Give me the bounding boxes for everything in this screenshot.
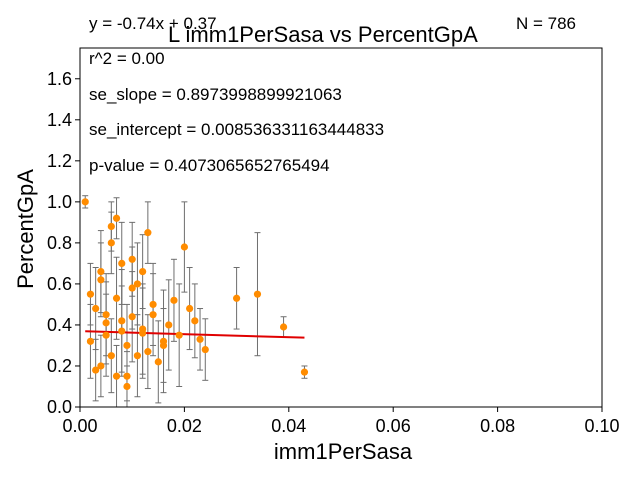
se-slope: se_slope = 0.8973998899921063 bbox=[89, 85, 342, 104]
data-point bbox=[102, 331, 110, 339]
data-point bbox=[159, 341, 168, 350]
data-point bbox=[253, 290, 262, 298]
fit-equation: y = -0.74x + 0.37 bbox=[89, 14, 217, 33]
data-point bbox=[201, 345, 209, 354]
x-tick-label: 0.04 bbox=[271, 416, 306, 436]
data-point bbox=[107, 352, 115, 360]
x-tick-label: 0.10 bbox=[584, 416, 619, 436]
data-point bbox=[86, 337, 95, 345]
x-tick-label: 0.00 bbox=[62, 416, 97, 436]
data-point bbox=[123, 341, 131, 350]
data-point bbox=[107, 239, 115, 247]
x-tick-label: 0.08 bbox=[480, 416, 515, 436]
data-point bbox=[133, 280, 142, 288]
data-point bbox=[123, 382, 131, 391]
data-point bbox=[118, 317, 126, 325]
data-point bbox=[170, 296, 178, 304]
data-point bbox=[233, 294, 241, 302]
data-point bbox=[279, 323, 288, 331]
data-point bbox=[102, 311, 110, 319]
chart-title: L imm1PerSasa vs PercentGpA bbox=[168, 22, 478, 47]
data-point bbox=[112, 294, 121, 302]
data-point bbox=[191, 317, 199, 325]
y-tick-label: 1.2 bbox=[47, 151, 72, 171]
data-point bbox=[139, 268, 147, 276]
data-point bbox=[144, 348, 152, 356]
data-point bbox=[128, 284, 136, 292]
n-count: N = 786 bbox=[516, 14, 577, 33]
y-tick-label: 1.6 bbox=[47, 69, 72, 89]
data-point bbox=[128, 255, 136, 263]
y-tick-label: 0.8 bbox=[47, 233, 72, 253]
data-point bbox=[180, 243, 188, 251]
data-point bbox=[139, 329, 147, 337]
axis-ticks: 0.00 0.02 0.04 0.06 0.08 0.10 0.0 0.2 0.4 0.6 0.8 1… bbox=[47, 69, 620, 436]
data-point bbox=[149, 300, 157, 309]
data-point bbox=[300, 368, 309, 376]
data-point bbox=[128, 313, 136, 321]
data-point bbox=[154, 358, 162, 366]
plot-frame bbox=[79, 47, 603, 408]
data-point bbox=[86, 290, 95, 298]
data-point bbox=[196, 335, 204, 343]
data-point bbox=[118, 327, 126, 335]
y-tick-label: 0.4 bbox=[47, 315, 72, 335]
chart-marks bbox=[81, 195, 309, 408]
p-value: p-value = 0.4073065652765494 bbox=[89, 156, 330, 175]
data-point bbox=[107, 222, 115, 231]
data-point bbox=[133, 352, 142, 360]
y-tick-label: 0.6 bbox=[47, 274, 72, 294]
data-point bbox=[97, 268, 105, 276]
y-tick-label: 0.0 bbox=[47, 397, 72, 417]
data-point bbox=[102, 319, 110, 327]
x-axis-label: imm1PerSasa bbox=[274, 439, 413, 464]
x-tick-label: 0.02 bbox=[167, 416, 202, 436]
data-point bbox=[165, 321, 173, 329]
data-point bbox=[144, 229, 152, 237]
y-tick-label: 0.2 bbox=[47, 356, 72, 376]
data-point bbox=[112, 372, 121, 380]
data-point bbox=[186, 304, 194, 313]
data-point bbox=[97, 362, 105, 370]
data-point bbox=[175, 331, 183, 339]
x-tick-label: 0.06 bbox=[376, 416, 411, 436]
y-tick-label: 1.4 bbox=[47, 110, 72, 130]
data-point bbox=[92, 366, 100, 374]
data-point bbox=[92, 304, 100, 313]
data-point bbox=[81, 198, 89, 206]
data-point bbox=[97, 276, 105, 284]
r-squared: r^2 = 0.00 bbox=[89, 49, 165, 68]
data-point bbox=[149, 311, 157, 319]
y-tick-label: 1.0 bbox=[47, 192, 72, 212]
data-point bbox=[112, 214, 121, 222]
se-intercept: se_intercept = 0.008536331163444833 bbox=[89, 120, 385, 139]
y-axis-label: PercentGpA bbox=[13, 169, 38, 289]
data-point bbox=[118, 259, 126, 267]
data-point bbox=[123, 372, 131, 380]
